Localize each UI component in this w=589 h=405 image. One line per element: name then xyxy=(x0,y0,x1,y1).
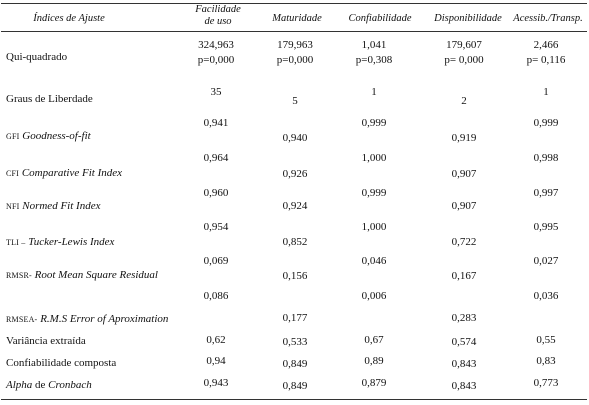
tli-v4: 0,722 xyxy=(451,236,477,248)
var-v1: 0,62 xyxy=(206,334,226,346)
rmsea-v4: 0,283 xyxy=(451,312,477,324)
cfi-v1: 0,964 xyxy=(203,152,229,164)
header-index: Índices de Ajuste xyxy=(33,13,105,24)
var-v5: 0,55 xyxy=(536,334,556,346)
qui-p3: p=0,308 xyxy=(355,54,393,66)
nfi-v2: 0,924 xyxy=(282,200,308,212)
conf-v4: 0,843 xyxy=(451,358,477,370)
qui-v3: 1,041 xyxy=(361,39,387,51)
alpha-v1: 0,943 xyxy=(203,377,229,389)
rmsea-v5: 0,036 xyxy=(533,290,559,302)
header-facilidade: Facilidade xyxy=(195,4,241,15)
qui-p5: p= 0,116 xyxy=(526,54,566,66)
qui-v1: 324,963 xyxy=(198,39,234,51)
cfi-abbr: CFI xyxy=(6,169,20,178)
tli-name: Tucker-Lewis Index xyxy=(28,236,115,248)
alpha-v5: 0,773 xyxy=(533,377,559,389)
alpha-v3: 0,879 xyxy=(361,377,387,389)
top-rule xyxy=(1,3,587,4)
alpha-word: Alpha xyxy=(6,379,33,391)
header-confiabilidade: Confiabilidade xyxy=(348,13,412,24)
rmsea-name: R.M.S Error of Aproximation xyxy=(40,313,169,325)
row-label-var: Variância extraída xyxy=(6,335,86,347)
qui-p4: p= 0,000 xyxy=(444,54,484,66)
qui-v2: 179,963 xyxy=(277,39,313,51)
nfi-v1: 0,960 xyxy=(203,187,229,199)
row-label-alpha: Alpha de Cronbach xyxy=(6,379,92,391)
gfi-name: Goodness-of-fit xyxy=(22,130,91,142)
rmsr-abbr: RMSR- xyxy=(6,271,32,280)
nfi-v5: 0,997 xyxy=(533,187,559,199)
tli-abbr: TLI – xyxy=(6,238,26,247)
cfi-name: Comparative Fit Index xyxy=(21,167,123,179)
nfi-v3: 0,999 xyxy=(361,187,387,199)
qui-p1: p=0,000 xyxy=(197,54,235,66)
cfi-v4: 0,907 xyxy=(451,168,477,180)
rmsr-name: Root Mean Square Residual xyxy=(34,269,158,281)
cfi-v2: 0,926 xyxy=(282,168,308,180)
gfi-v4: 0,919 xyxy=(451,132,477,144)
gl-v4: 2 xyxy=(461,95,467,107)
rmsr-v5: 0,027 xyxy=(533,255,559,267)
header-facilidade-2: de uso xyxy=(204,16,232,27)
header-maturidade: Maturidade xyxy=(272,13,322,24)
row-label-tli: TLI – Tucker-Lewis Index xyxy=(6,236,114,249)
rmsr-v3: 0,046 xyxy=(361,255,387,267)
gfi-v5: 0,999 xyxy=(533,117,559,129)
rmsea-v2: 0,177 xyxy=(282,312,308,324)
var-v2: 0,533 xyxy=(282,336,308,348)
gl-v3: 1 xyxy=(371,86,377,98)
gl-v2: 5 xyxy=(292,95,298,107)
rmsea-abbr: RMSEA- xyxy=(6,315,38,324)
qui-v4: 179,607 xyxy=(446,39,482,51)
row-label-gl: Graus de Liberdade xyxy=(6,93,93,105)
bottom-rule xyxy=(1,399,587,400)
gl-v5: 1 xyxy=(543,86,549,98)
row-label-qui: Qui-quadrado xyxy=(6,51,68,63)
row-label-rmsea: RMSEA- R.M.S Error of Aproximation xyxy=(6,313,168,326)
qui-v5: 2,466 xyxy=(533,39,559,51)
alpha-de: de xyxy=(32,379,49,391)
header-disponibilidade: Disponibilidade xyxy=(434,13,502,24)
rmsea-v1: 0,086 xyxy=(203,290,229,302)
row-label-nfi: NFI Normed Fit Index xyxy=(6,200,100,213)
conf-v2: 0,849 xyxy=(282,358,308,370)
header-rule xyxy=(1,31,587,32)
rmsr-v4: 0,167 xyxy=(451,270,477,282)
nfi-name: Normed Fit Index xyxy=(22,200,101,212)
cfi-v5: 0,998 xyxy=(533,152,559,164)
cfi-v3: 1,000 xyxy=(361,152,387,164)
rmsr-v2: 0,156 xyxy=(282,270,308,282)
nfi-abbr: NFI xyxy=(6,202,20,211)
conf-v1: 0,94 xyxy=(206,355,226,367)
row-label-rmsr: RMSR- Root Mean Square Residual xyxy=(6,269,158,282)
qui-p2: p=0,000 xyxy=(276,54,314,66)
tli-v1: 0,954 xyxy=(203,221,229,233)
var-v4: 0,574 xyxy=(451,336,477,348)
tli-v5: 0,995 xyxy=(533,221,559,233)
rmsea-v3: 0,006 xyxy=(361,290,387,302)
row-label-cfi: CFI Comparative Fit Index xyxy=(6,167,122,180)
conf-v3: 0,89 xyxy=(364,355,384,367)
nfi-v4: 0,907 xyxy=(451,200,477,212)
var-v3: 0,67 xyxy=(364,334,384,346)
rmsr-v1: 0,069 xyxy=(203,255,229,267)
row-label-gfi: GFI Goodness-of-fit xyxy=(6,130,91,143)
alpha-cronbach: Cronbach xyxy=(48,379,92,391)
gfi-v3: 0,999 xyxy=(361,117,387,129)
header-acessib: Acessib./Transp. xyxy=(513,13,583,24)
alpha-v2: 0,849 xyxy=(282,380,308,392)
tli-v2: 0,852 xyxy=(282,236,308,248)
row-label-conf: Confiabilidade composta xyxy=(6,357,117,369)
tli-v3: 1,000 xyxy=(361,221,387,233)
gfi-v1: 0,941 xyxy=(203,117,229,129)
gfi-abbr: GFI xyxy=(6,132,20,141)
gfi-v2: 0,940 xyxy=(282,132,308,144)
alpha-v4: 0,843 xyxy=(451,380,477,392)
gl-v1: 35 xyxy=(210,86,222,98)
conf-v5: 0,83 xyxy=(536,355,556,367)
